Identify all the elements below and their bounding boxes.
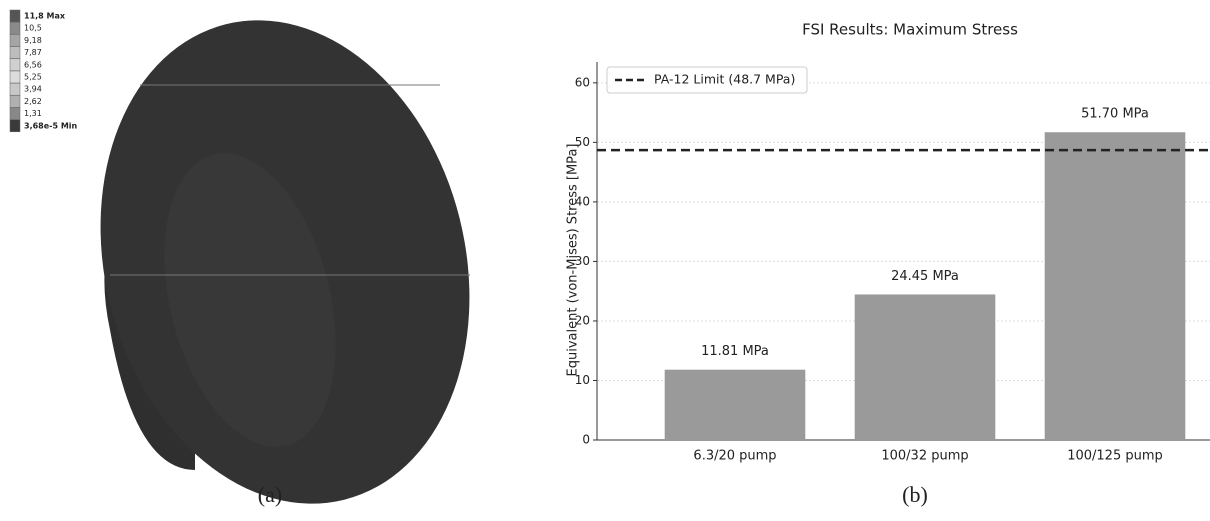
y-tick-label: 40 xyxy=(575,194,590,208)
legend-swatch xyxy=(10,59,20,71)
figure: 11,8 Max 10,5 9,18 7,87 6,56 5,25 3,94 2,62 1,31… xyxy=(0,0,1210,521)
legend-label: 1,31 xyxy=(24,109,42,118)
legend-label: 3,94 xyxy=(24,85,42,94)
legend-swatch xyxy=(10,34,20,46)
y-tick-label: 0 xyxy=(582,433,590,447)
caption: (a) xyxy=(258,482,282,507)
legend-swatch xyxy=(10,47,20,59)
contour-legend: 11,8 Max 10,5 9,18 7,87 6,56 5,25 3,94 2,62 1,31… xyxy=(10,10,78,132)
legend-swatch xyxy=(10,22,20,34)
x-tick-label: 100/32 pump xyxy=(881,449,968,464)
caption: (b) xyxy=(902,482,928,507)
data-label: 24.45 MPa xyxy=(891,269,959,284)
legend-swatch xyxy=(10,71,20,83)
bar xyxy=(855,294,996,440)
x-tick-label: 6.3/20 pump xyxy=(693,449,776,464)
chart-title: FSI Results: Maximum Stress xyxy=(802,21,1018,39)
legend-label: 5,25 xyxy=(24,73,42,82)
legend-label: PA-12 Limit (48.7 MPa) xyxy=(654,72,795,87)
y-tick-label: 60 xyxy=(575,75,590,89)
legend-label: 7,87 xyxy=(24,48,42,57)
y-tick-label: 30 xyxy=(575,254,590,268)
legend-label: 11,8 Max xyxy=(24,12,66,21)
legend-label: 6,56 xyxy=(24,60,42,69)
y-tick-label: 50 xyxy=(575,135,590,149)
data-label: 11.81 MPa xyxy=(701,344,769,359)
bar xyxy=(1045,132,1186,440)
legend-label: 3,68e-5 Min xyxy=(24,121,78,130)
legend-label: 2,62 xyxy=(24,97,42,106)
bar xyxy=(665,370,806,440)
y-tick-label: 10 xyxy=(575,373,590,387)
legend-label: 9,18 xyxy=(24,36,42,45)
legend-swatch xyxy=(10,120,20,132)
legend-swatch xyxy=(10,108,20,120)
x-tick-label: 100/125 pump xyxy=(1067,449,1163,464)
legend-swatch xyxy=(10,83,20,95)
y-tick-label: 20 xyxy=(575,313,590,327)
render xyxy=(51,0,519,521)
legend-label: 10,5 xyxy=(24,24,42,33)
data-label: 51.70 MPa xyxy=(1081,107,1149,122)
legend-swatch xyxy=(10,95,20,107)
legend-swatch xyxy=(10,10,20,22)
